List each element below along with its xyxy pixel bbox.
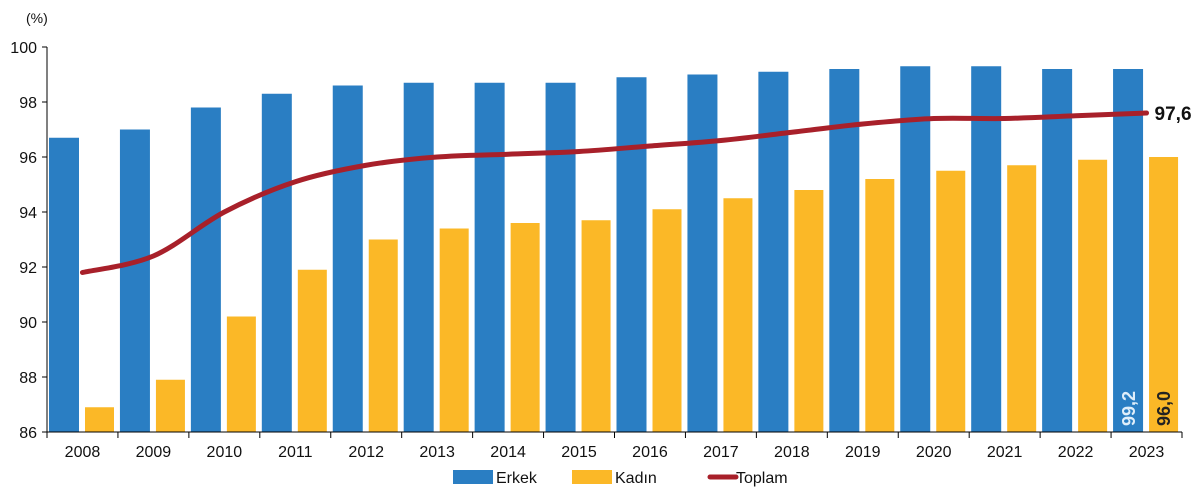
x-tick-label: 2016	[632, 444, 668, 461]
bar-kadin	[936, 171, 965, 432]
bar-erkek	[546, 83, 576, 432]
bar-kadin	[794, 190, 823, 432]
bar-kadin	[227, 317, 256, 433]
bar-erkek	[49, 138, 79, 432]
y-tick-label: 92	[19, 260, 37, 277]
y-tick-label: 100	[10, 40, 37, 57]
bar-erkek	[262, 94, 292, 432]
legend-label-kadin: Kadın	[615, 470, 657, 487]
bar-kadin	[85, 407, 114, 432]
bar-erkek	[191, 108, 221, 433]
legend-label-erkek: Erkek	[496, 470, 538, 487]
x-tick-label: 2010	[207, 444, 243, 461]
y-tick-label: 98	[19, 95, 37, 112]
x-tick-label: 2019	[845, 444, 881, 461]
data-label-toplam: 97,6	[1155, 104, 1192, 125]
bar-kadin	[1007, 165, 1036, 432]
x-tick-label: 2017	[703, 444, 739, 461]
y-tick-label: 88	[19, 370, 37, 387]
x-tick-label: 2021	[987, 444, 1023, 461]
bar-kadin	[653, 209, 682, 432]
bar-erkek	[120, 130, 150, 433]
bar-kadin	[440, 229, 469, 433]
bar-erkek	[687, 75, 717, 433]
bar-erkek	[333, 86, 363, 433]
bar-kadin	[1078, 160, 1107, 432]
bar-erkek	[617, 77, 647, 432]
x-tick-label: 2012	[348, 444, 384, 461]
unit-label: (%)	[26, 10, 48, 26]
x-tick-label: 2023	[1129, 444, 1165, 461]
bar-kadin	[1149, 157, 1178, 432]
y-tick-label: 86	[19, 425, 37, 442]
bar-erkek	[758, 72, 788, 432]
bar-erkek	[1042, 69, 1072, 432]
legend-swatch-erkek	[453, 470, 493, 484]
legend-swatch-kadin	[572, 470, 612, 484]
x-tick-label: 2015	[561, 444, 597, 461]
x-tick-label: 2013	[419, 444, 455, 461]
bar-kadin	[298, 270, 327, 432]
legend-label-toplam: Toplam	[736, 470, 788, 487]
bar-kadin	[369, 240, 398, 433]
x-tick-label: 2011	[278, 444, 313, 461]
y-tick-label: 90	[19, 315, 37, 332]
y-tick-label: 94	[19, 205, 37, 222]
bar-kadin	[723, 198, 752, 432]
bar-kadin	[582, 220, 611, 432]
bar-erkek	[404, 83, 434, 432]
bar-kadin	[511, 223, 540, 432]
x-tick-label: 2008	[65, 444, 101, 461]
bar-erkek	[971, 66, 1001, 432]
bar-erkek	[475, 83, 505, 432]
bar-erkek	[1113, 69, 1143, 432]
x-tick-label: 2022	[1058, 444, 1094, 461]
x-tick-label: 2009	[136, 444, 172, 461]
x-tick-label: 2020	[916, 444, 952, 461]
y-tick-label: 96	[19, 150, 37, 167]
data-label-erkek: 99,2	[1119, 391, 1139, 426]
bar-kadin	[865, 179, 894, 432]
bar-kadin	[156, 380, 185, 432]
x-tick-label: 2018	[774, 444, 810, 461]
data-label-kadin: 96,0	[1154, 391, 1174, 426]
x-tick-label: 2014	[490, 444, 526, 461]
